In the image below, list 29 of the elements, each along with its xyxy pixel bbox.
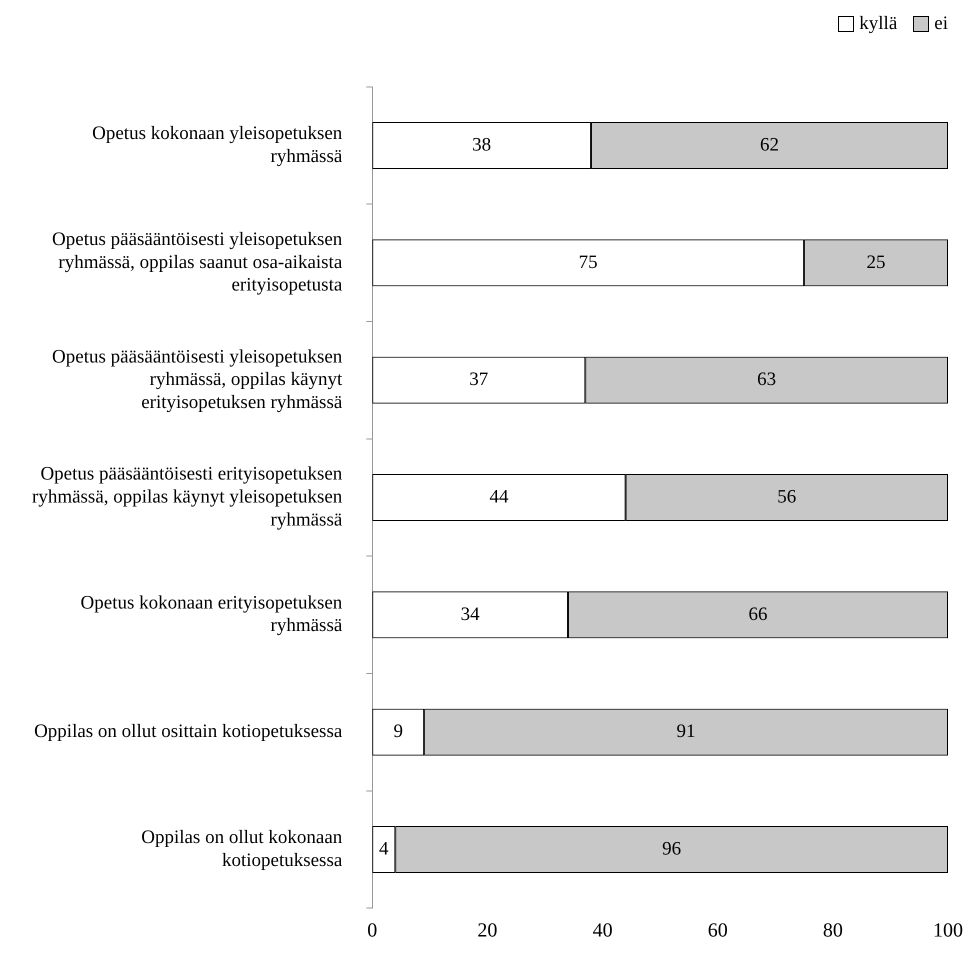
y-tick-label: Opetus kokonaan erityisopetuksen ryhmässä: [80, 592, 343, 636]
y-tick-label: Oppilas on ollut kokonaan kotiopetuksessa: [141, 827, 343, 871]
y-tick-label: Opetus kokonaan yleisopetuksen ryhmässä: [92, 123, 343, 167]
data-label: 91: [676, 721, 696, 742]
x-tick-label: 60: [708, 919, 728, 942]
data-label: 96: [662, 838, 682, 860]
data-label: 34: [460, 604, 480, 625]
x-tick-label: 20: [477, 919, 498, 942]
data-label: 37: [469, 369, 488, 390]
text: kyllä: [859, 13, 898, 35]
data-label: 63: [757, 369, 776, 390]
x-tick-label: 100: [933, 919, 963, 942]
data-label: 9: [393, 721, 403, 742]
x-tick-label: 0: [367, 919, 378, 942]
data-label: 56: [777, 486, 796, 508]
y-tick-label: Oppilas on ollut osittain kotiopetuksessa: [34, 721, 343, 742]
x-tick-label: 80: [822, 919, 843, 942]
x-tick-label: 40: [592, 919, 613, 942]
data-label: 66: [748, 604, 768, 625]
data-label: 44: [489, 486, 509, 508]
y-tick-label: Opetus pääsääntöisesti yleisopetuksen ryhmässä, oppilas saanut osa-aikaista erityisopetusta: [52, 229, 343, 296]
data-label: 38: [472, 134, 492, 156]
y-tick-label: Opetus pääsääntöisesti erityisopetuksen ryhmässä, oppilas käynyt yleisopetuksen ryhmässä: [32, 464, 343, 530]
legend-label: ei: [934, 13, 948, 35]
data-label: 75: [578, 252, 598, 273]
data-label: 62: [760, 134, 780, 156]
data-label: 25: [866, 252, 886, 273]
y-tick-label: Opetus pääsääntöisesti yleisopetuksen ryhmässä, oppilas käynyt erityisopetuksen ryhmässä: [52, 346, 343, 413]
data-label: 4: [379, 838, 390, 860]
